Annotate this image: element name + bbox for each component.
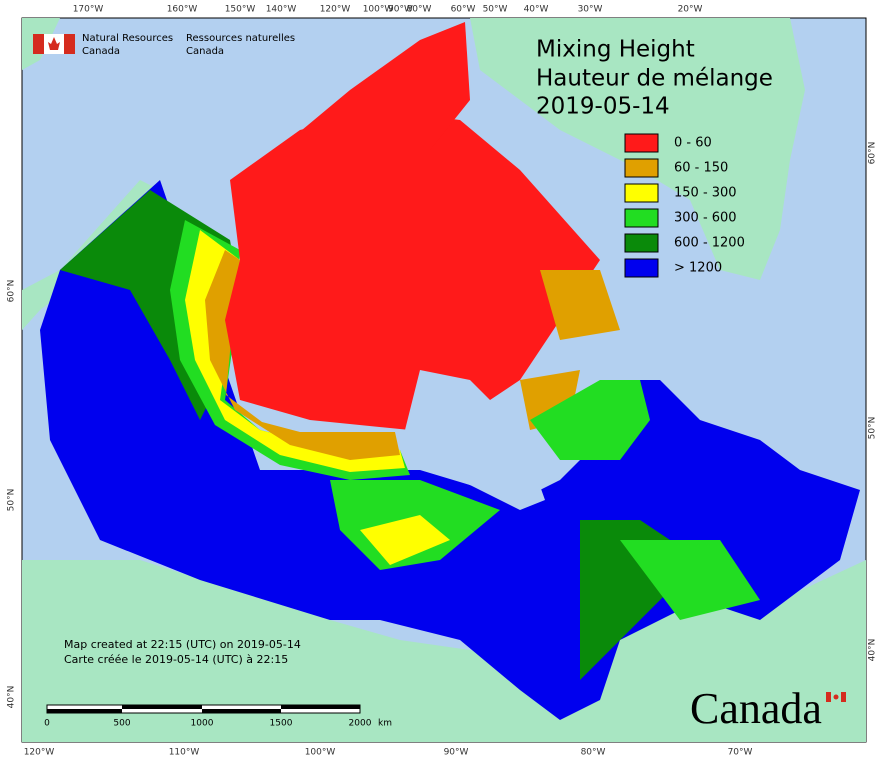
lon-label: 80°W	[407, 5, 432, 15]
canada-wordmark: Canada	[690, 684, 846, 733]
legend: 0 - 60 60 - 150 150 - 300 300 - 600 600 - 12…	[624, 133, 745, 278]
title: 2019-05-14	[536, 94, 670, 120]
scale-label: 2000	[349, 719, 372, 729]
agency-fr: Canada	[186, 46, 224, 57]
lon-label: 20°W	[678, 5, 703, 15]
region-green-maritimes	[620, 540, 760, 620]
legend-swatch	[624, 158, 659, 178]
legend-swatch	[624, 183, 659, 203]
lon-label: 70°W	[728, 748, 753, 758]
maple-leaf	[833, 694, 839, 700]
flag-bar	[826, 692, 831, 702]
legend-swatch	[624, 258, 659, 278]
scale-label: 500	[113, 719, 130, 729]
lon-label: 150°W	[225, 5, 256, 15]
lon-label: 30°W	[578, 5, 603, 15]
scale-label: 1000	[191, 719, 214, 729]
lon-label: 120°W	[24, 748, 55, 758]
legend-label: > 1200	[674, 261, 722, 276]
note: Map created at 22:15 (UTC) on 2019-05-14	[64, 638, 301, 651]
lon-label: 80°W	[581, 748, 606, 758]
lat-label: 60°N	[868, 142, 878, 165]
scale-segment	[202, 709, 281, 713]
lat-label: 50°N	[868, 417, 878, 440]
scale-label: 1500	[270, 719, 293, 729]
legend-label: 0 - 60	[674, 136, 712, 151]
graticule-labels: 170°W 160°W 150°W 140°W 120°W 100°W 90°W…	[7, 5, 878, 758]
flag-bar	[64, 34, 75, 54]
lon-label: 60°W	[451, 5, 476, 15]
flag-bar	[33, 34, 44, 54]
note: Carte créée le 2019-05-14 (UTC) à 22:15	[64, 653, 288, 666]
title: Hauteur de mélange	[536, 66, 773, 92]
lon-label: 100°W	[363, 5, 394, 15]
legend-label: 150 - 300	[674, 186, 737, 201]
lon-label: 110°W	[169, 748, 200, 758]
scale-segment	[47, 709, 122, 713]
lon-label: 50°W	[483, 5, 508, 15]
map-area	[21, 17, 867, 743]
hudson-bay	[405, 370, 545, 510]
scale-label: 0	[44, 719, 50, 729]
arctic-islands	[290, 22, 470, 160]
lon-label: 170°W	[73, 5, 104, 15]
lat-label: 60°N	[7, 280, 17, 303]
region-yellow	[185, 230, 405, 472]
legend-label: 300 - 600	[674, 211, 737, 226]
lon-label: 100°W	[305, 748, 336, 758]
lon-label: 140°W	[266, 5, 297, 15]
title: Mixing Height	[536, 37, 695, 63]
lat-label: 50°N	[7, 489, 17, 512]
scale-segment	[122, 705, 202, 709]
agency-fr: Ressources naturelles	[186, 33, 295, 44]
region-green-quebec	[530, 380, 650, 460]
legend-label: 60 - 150	[674, 161, 728, 176]
region-orange-baffin	[540, 270, 620, 340]
lon-label: 120°W	[320, 5, 351, 15]
region-orange	[205, 250, 400, 460]
region-yellow-ontario	[360, 515, 450, 565]
legend-label: 600 - 1200	[674, 236, 745, 251]
lat-label: 40°N	[7, 686, 17, 709]
lon-label: 90°W	[444, 748, 469, 758]
legend-swatch	[624, 208, 659, 228]
lon-label: 40°W	[524, 5, 549, 15]
lon-label: 90°W	[388, 5, 413, 15]
lon-label: 160°W	[167, 5, 198, 15]
legend-swatch	[624, 133, 659, 153]
wordmark: Canada	[690, 684, 822, 733]
nrcan-signature: Natural Resources Canada Ressources natu…	[33, 33, 295, 57]
lat-label: 40°N	[868, 639, 878, 662]
agency-en: Canada	[82, 46, 120, 57]
agency-en: Natural Resources	[82, 33, 173, 44]
scale-bar: 0 500 1000 1500 2000 km	[44, 704, 392, 729]
scale-unit: km	[378, 719, 392, 729]
scale-segment	[281, 705, 360, 709]
region-red	[225, 110, 600, 430]
maple-leaf	[48, 37, 60, 50]
legend-swatch	[624, 233, 659, 253]
flag-bar	[841, 692, 846, 702]
